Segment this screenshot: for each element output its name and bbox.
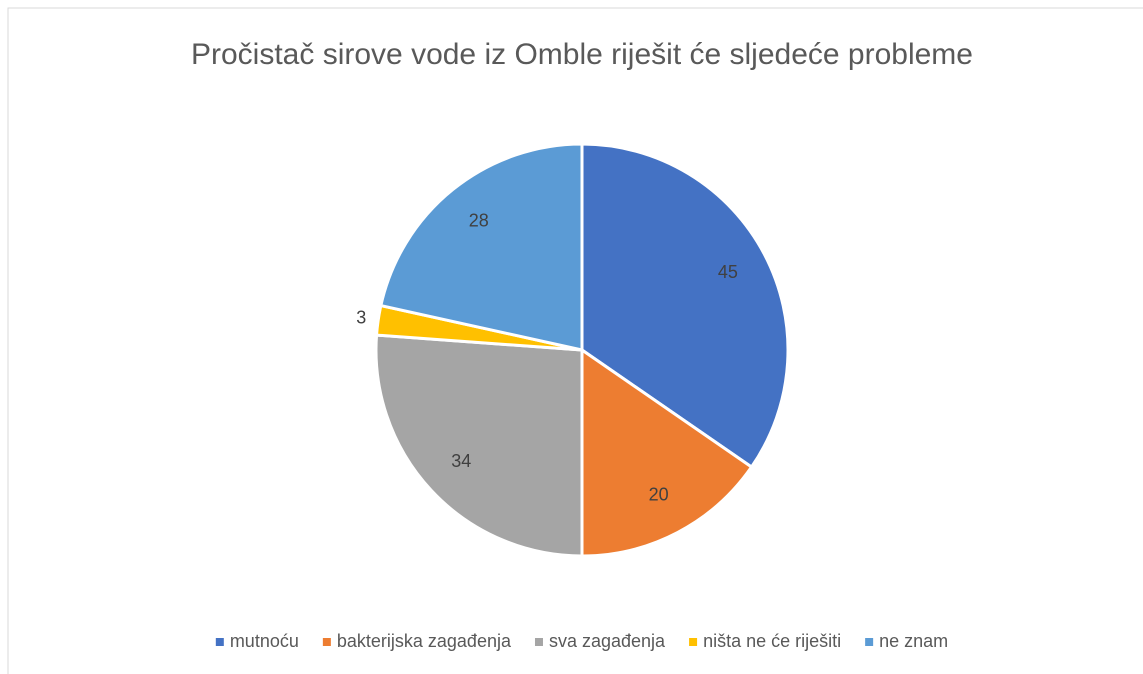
legend-swatch [322, 638, 331, 646]
legend-label: ne znam [879, 631, 948, 651]
chart-title: Pročistač sirove vode iz Omble riješit ć… [191, 38, 973, 71]
chart-border [7, 7, 1143, 674]
data-label: 45 [718, 262, 738, 282]
legend-label: bakterijska zagađenja [337, 631, 512, 651]
pie-slice [580, 142, 790, 470]
legend-swatch [215, 638, 224, 646]
data-label: 3 [356, 307, 366, 327]
pie-slice [379, 142, 584, 352]
data-label: 20 [649, 485, 669, 505]
legend-swatch [865, 638, 874, 646]
legend-swatch [534, 638, 543, 646]
legend-swatch [689, 638, 698, 646]
pie-slice [580, 347, 754, 558]
legend: mutnoću bakterijska zagađenja sva zagađenj… [215, 631, 948, 651]
legend-label: mutnoću [230, 631, 299, 651]
legend-label: sva zagađenja [549, 631, 666, 651]
pie-slice [374, 333, 584, 558]
data-label: 28 [469, 210, 489, 230]
legend-label: ništa ne će riješiti [703, 631, 841, 651]
data-label: 34 [451, 451, 471, 471]
